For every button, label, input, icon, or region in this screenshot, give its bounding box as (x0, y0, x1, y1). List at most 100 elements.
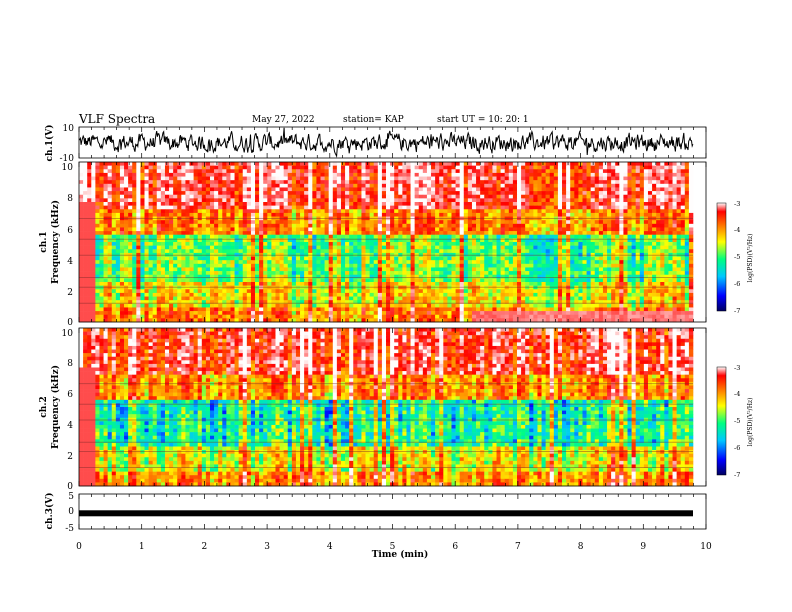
spectrogram-cell (541, 180, 546, 185)
spectrogram-cell (652, 249, 657, 254)
spectrogram-cell (275, 267, 280, 272)
spectrogram-cell (263, 209, 268, 214)
spectrogram-cell (431, 209, 436, 214)
spectrogram-cell (99, 165, 104, 170)
spectrogram-cell (463, 242, 469, 246)
spectrogram-cell (398, 249, 403, 254)
spectrogram-cell (316, 165, 321, 170)
spectrogram-cell (119, 263, 125, 268)
spectrogram-cell (295, 183, 301, 188)
spectrogram-cell (611, 202, 616, 206)
spectrogram-cell (647, 202, 653, 206)
spectrogram-cell (578, 212, 583, 217)
spectrogram-cell (623, 234, 628, 239)
spectrogram-cell (570, 267, 575, 272)
spectrogram-cell (574, 256, 579, 261)
spectrogram-cell (95, 165, 100, 170)
spectrogram-cell (156, 260, 162, 265)
spectrogram-cell (488, 176, 493, 181)
spectrogram-cell (447, 198, 452, 203)
spectrogram-cell (594, 249, 600, 254)
spectrogram-cell (279, 183, 284, 188)
spectrogram-cell (185, 238, 190, 243)
spectrogram-cell (590, 194, 596, 199)
spectrogram-cell (410, 274, 415, 279)
spectrogram-cell (87, 223, 92, 228)
spectrogram-cell (111, 194, 117, 199)
spectrogram-cell (680, 172, 686, 177)
spectrogram-cell (635, 169, 641, 174)
spectrogram-cell (521, 267, 526, 272)
spectrogram-cell (361, 165, 366, 170)
spectrogram-cell (451, 260, 456, 265)
spectrogram-cell (148, 202, 153, 206)
spectrogram-cell (164, 223, 170, 228)
spectrogram-cell (324, 238, 329, 243)
spectrogram-cell (426, 271, 432, 276)
spectrogram-cell (516, 172, 522, 177)
spectrogram-cell (267, 209, 272, 214)
spectrogram-cell (639, 242, 645, 246)
spectrogram-cell (189, 278, 194, 283)
spectrogram-cell (340, 249, 346, 254)
spectrogram-cell (635, 231, 641, 236)
spectrogram-cell (451, 220, 456, 225)
spectrogram-cell (95, 191, 100, 196)
spectrogram-cell (238, 238, 244, 243)
spectrogram-cell (152, 234, 158, 239)
spectrogram-cell (259, 238, 264, 243)
spectrogram-cell (398, 271, 403, 276)
spectrogram-cell (373, 256, 379, 261)
spectrogram-cell (357, 176, 362, 181)
spectrogram-cell (476, 267, 481, 272)
spectrogram-cell (148, 187, 153, 192)
spectrogram-cell (340, 172, 346, 177)
spectrogram-cell (336, 223, 342, 228)
spectrogram-cell (398, 165, 403, 170)
spectrogram-cell (328, 194, 334, 199)
spectrogram-cell (271, 267, 276, 272)
spectrogram-cell (238, 187, 244, 192)
spectrogram-cell (566, 238, 571, 243)
spectrogram-cell (222, 220, 227, 225)
spectrogram-cell (435, 205, 440, 210)
spectrogram-cell (664, 209, 669, 214)
spectrogram-cell (283, 223, 289, 228)
spectrogram-cell (107, 282, 113, 286)
spectrogram-cell (553, 205, 559, 210)
spectrogram-cell (287, 165, 293, 170)
spectrogram-cell (181, 187, 186, 192)
spectrogram-cell (656, 220, 661, 225)
spectrogram-cell (390, 194, 395, 199)
spectrogram-cell (238, 169, 244, 174)
spectrogram-cell (242, 245, 248, 250)
spectrogram-cell (402, 191, 407, 196)
spectrogram-cell (676, 260, 682, 265)
spectrogram-cell (361, 267, 366, 272)
spectrogram-cell (676, 198, 682, 203)
spectrogram-cell (189, 249, 194, 254)
spectrogram-cell (312, 187, 317, 192)
spectrogram-cell (660, 227, 665, 232)
spectrogram-cell (365, 271, 370, 276)
spectrogram-cell (267, 274, 272, 279)
spectrogram-cell (516, 191, 522, 196)
spectrogram-cell (144, 234, 149, 239)
spectrogram-cell (300, 191, 305, 196)
spectrogram-cell (562, 169, 567, 174)
spectrogram-cell (426, 249, 432, 254)
spectrogram-cell (79, 162, 84, 166)
spectrogram-cell (119, 209, 125, 214)
spectrogram-cell (578, 176, 583, 181)
spectrogram-cell (471, 169, 477, 174)
spectrogram-cell (623, 172, 628, 177)
spectrogram-cell (631, 267, 636, 272)
spectrogram-cell (242, 220, 248, 225)
spectrogram-cell (590, 209, 596, 214)
spectrogram-cell (340, 227, 346, 232)
spectrogram-cell (205, 220, 211, 225)
spectrogram-cell (504, 180, 510, 185)
spectrogram-cell (439, 172, 444, 177)
spectrogram-cell (287, 191, 293, 196)
spectrogram-cell (381, 242, 387, 246)
